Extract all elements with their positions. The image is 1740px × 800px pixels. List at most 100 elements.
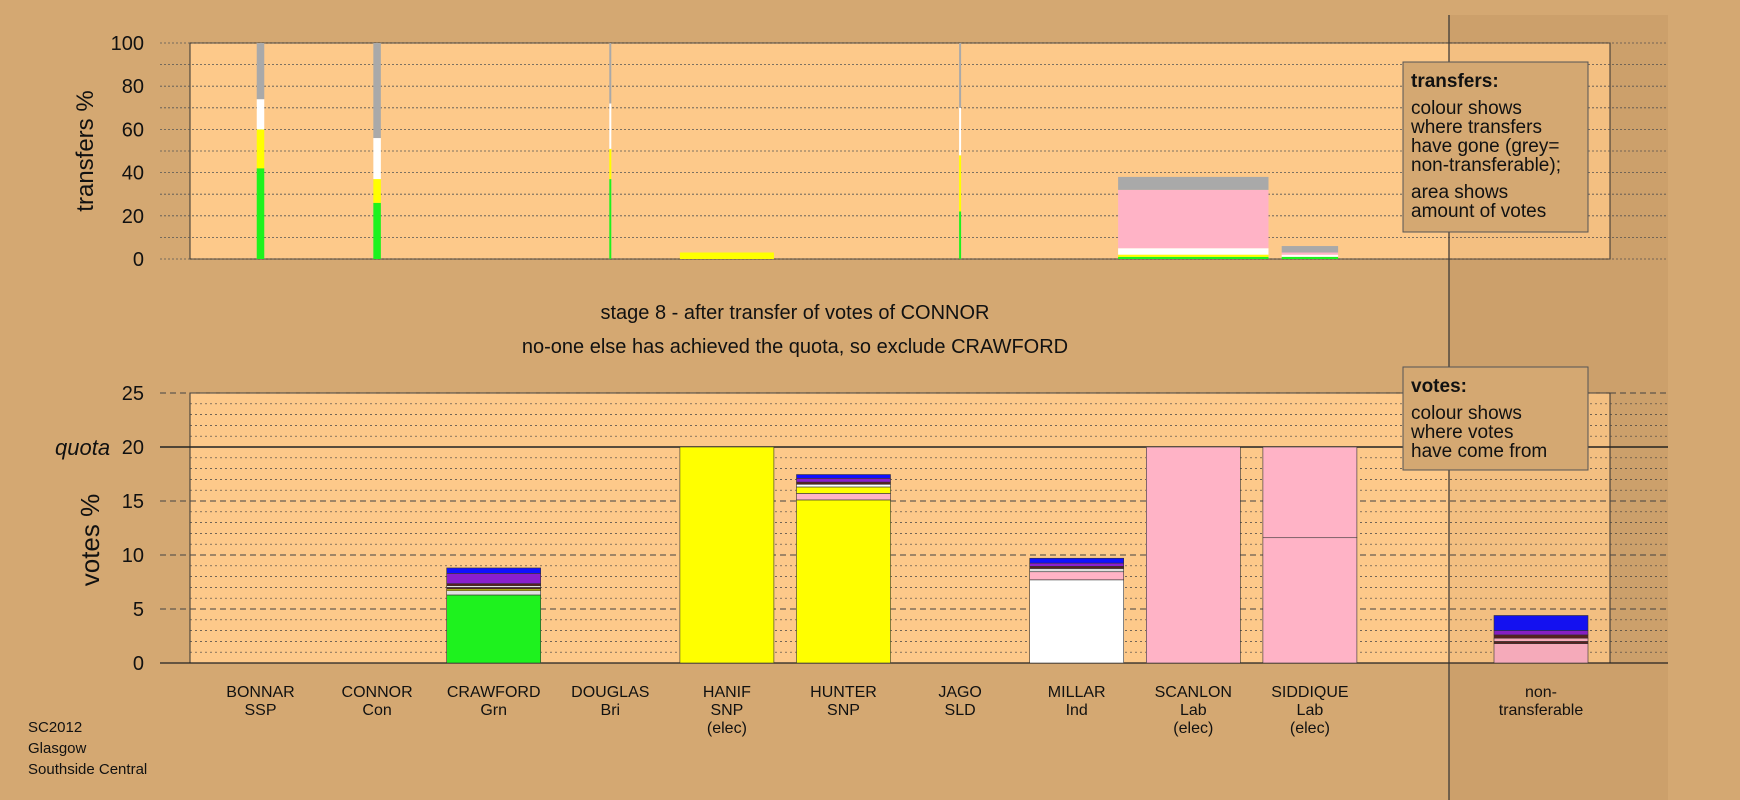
- candidate-name: CRAWFORD: [447, 684, 541, 701]
- candidate-name: JAGO: [938, 684, 982, 701]
- transfer-bar-segment: [1118, 256, 1269, 259]
- vote-bar-segment: [1262, 537, 1358, 664]
- candidate-party: Con: [362, 702, 391, 719]
- transfer-bar-segment: [959, 43, 962, 108]
- transfer-bar-segment: [1118, 176, 1269, 190]
- transfers-tick-label: 20: [122, 206, 144, 228]
- votes-tick-label: 10: [122, 545, 144, 567]
- vote-bar-segment: [446, 583, 542, 587]
- vote-bar-segment: [1029, 566, 1124, 569]
- candidate-name: BONNAR: [226, 684, 294, 701]
- vote-bar-segment: [1029, 562, 1124, 567]
- candidate-party: Grn: [480, 702, 507, 719]
- vote-bar-segment: [1029, 568, 1124, 573]
- candidate-name: SIDDIQUE: [1271, 684, 1348, 701]
- candidate-party: SLD: [945, 702, 976, 719]
- vote-bar-segment: [679, 446, 775, 664]
- candidate-party: Bri: [601, 702, 621, 719]
- candidate-party: Lab: [1297, 702, 1324, 719]
- transfers-legend-line: non-transferable);: [1411, 155, 1561, 176]
- votes-tick-label: 5: [133, 599, 144, 621]
- candidate-name: CONNOR: [342, 684, 413, 701]
- vote-bar-segment: [446, 590, 542, 596]
- vote-bar-segment: [1029, 571, 1124, 581]
- transfers-legend-line: area shows: [1411, 182, 1508, 203]
- candidate-party: SSP: [244, 702, 276, 719]
- transfer-bar-segment: [1118, 189, 1269, 249]
- transfer-bar-segment: [959, 107, 962, 156]
- footer-election: SC2012: [28, 719, 83, 736]
- vote-bar-segment: [1493, 615, 1589, 631]
- vote-bar-segment: [796, 478, 891, 483]
- vote-bar-segment: [796, 474, 891, 479]
- footer-ward: Southside Central: [28, 761, 148, 778]
- transfers-legend-line: where transfers: [1410, 117, 1542, 138]
- candidate-name: HUNTER: [810, 684, 877, 701]
- transfers-legend-line: amount of votes: [1411, 201, 1546, 222]
- votes-legend-title: votes:: [1411, 376, 1467, 397]
- quota-label: quota: [55, 435, 110, 460]
- transfer-bar-segment: [256, 168, 265, 259]
- transfers-legend-title: transfers:: [1411, 71, 1499, 92]
- stage-title: stage 8 - after transfer of votes of CON…: [600, 302, 989, 324]
- stage-subtitle: no-one else has achieved the quota, so e…: [522, 336, 1068, 358]
- votes-axis-label: votes %: [75, 494, 105, 587]
- votes-tick-label: 0: [133, 653, 144, 675]
- transfer-bar-segment: [373, 138, 381, 180]
- vote-bar-segment: [1029, 557, 1124, 564]
- nontransferable-label-2: transferable: [1499, 702, 1584, 719]
- votes-plot-area: [189, 392, 1611, 664]
- vote-bar-segment: [796, 483, 891, 488]
- transfers-legend-box: [1402, 61, 1589, 233]
- nontransferable-label: non-: [1525, 684, 1557, 701]
- votes-legend-line: where votes: [1410, 422, 1513, 443]
- transfers-tick-label: 0: [133, 249, 144, 271]
- transfer-bar-segment: [256, 99, 265, 130]
- transfer-bar-segment: [256, 43, 265, 100]
- vote-bar-segment: [1262, 446, 1358, 539]
- vote-bar-segment: [796, 499, 891, 664]
- transfers-tick-label: 100: [111, 33, 144, 55]
- vote-bar-segment: [796, 486, 891, 494]
- transfer-bar-segment: [959, 155, 962, 212]
- candidate-name: SCANLON: [1155, 684, 1232, 701]
- votes-tick-label: 20: [122, 437, 144, 459]
- candidate-status: (elec): [1290, 720, 1330, 737]
- transfer-bar-segment: [256, 129, 265, 169]
- candidate-name: HANIF: [703, 684, 751, 701]
- candidate-party: Lab: [1180, 702, 1207, 719]
- transfer-bar-segment: [609, 43, 612, 104]
- footer-council: Glasgow: [28, 740, 87, 757]
- transfer-bar-segment: [679, 252, 774, 259]
- vote-bar-segment: [1146, 446, 1241, 664]
- votes-legend-line: have come from: [1411, 441, 1547, 462]
- transfer-bar-segment: [609, 179, 612, 259]
- votes-legend-box: [1402, 366, 1589, 471]
- votes-legend-line: colour shows: [1411, 403, 1522, 424]
- transfer-bar-segment: [1281, 246, 1339, 253]
- transfer-bar-segment: [373, 179, 381, 203]
- candidate-status: (elec): [707, 720, 747, 737]
- candidate-status: (elec): [1173, 720, 1213, 737]
- vote-bar-segment: [1029, 579, 1124, 664]
- vote-bar-segment: [446, 573, 542, 584]
- transfer-bar-segment: [373, 43, 381, 139]
- candidate-party: Ind: [1066, 702, 1088, 719]
- candidate-name: DOUGLAS: [571, 684, 649, 701]
- transfer-bar-segment: [609, 148, 612, 180]
- transfer-bar-segment: [959, 211, 962, 259]
- transfer-bar-segment: [1118, 248, 1269, 255]
- candidate-party: SNP: [710, 702, 743, 719]
- votes-tick-label: 15: [122, 491, 144, 513]
- candidate-name: MILLAR: [1048, 684, 1106, 701]
- vote-bar-segment: [446, 594, 542, 664]
- transfers-axis-label: transfers %: [72, 90, 99, 211]
- vote-bar-segment: [796, 481, 891, 485]
- transfers-tick-label: 40: [122, 163, 144, 185]
- transfer-bar-segment: [1281, 256, 1339, 259]
- votes-tick-label: 25: [122, 383, 144, 405]
- transfer-bar-segment: [1281, 254, 1339, 257]
- transfer-bar-segment: [609, 103, 612, 149]
- transfers-tick-label: 80: [122, 76, 144, 98]
